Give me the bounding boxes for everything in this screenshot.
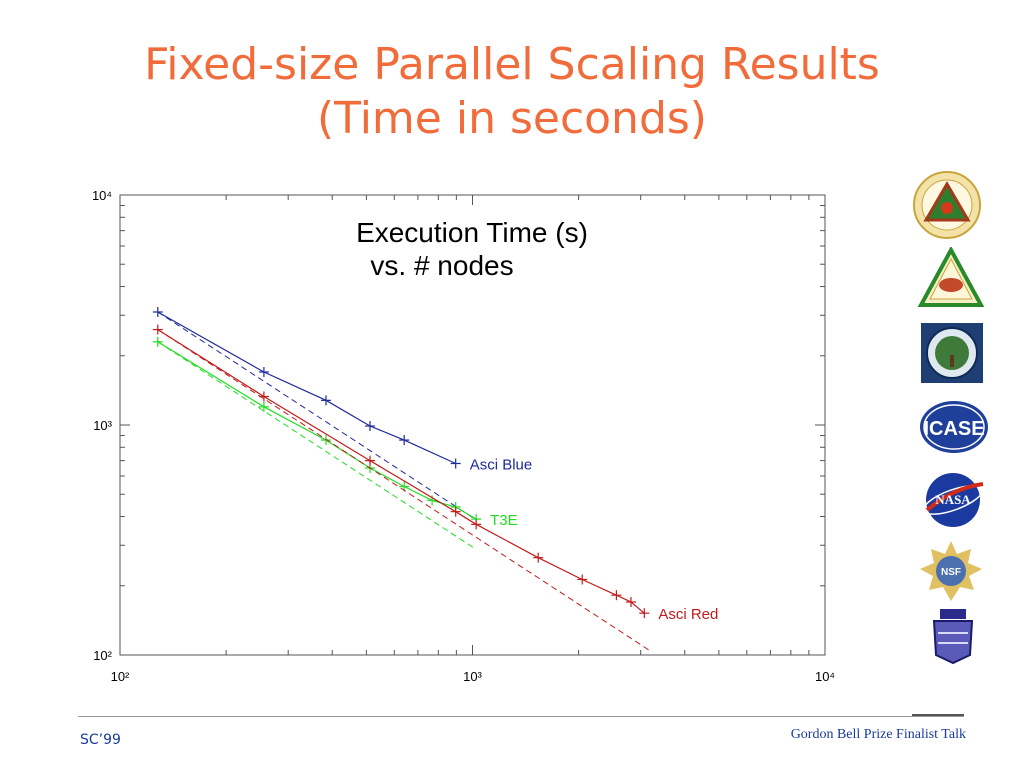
asci-red-point bbox=[258, 391, 269, 402]
asci-blue-ideal-line bbox=[157, 311, 477, 521]
asci-blue-point bbox=[399, 435, 410, 446]
series-layer: Asci Blue T3E Asci Red bbox=[152, 306, 718, 652]
asci-blue-point bbox=[152, 306, 163, 317]
chart-title: Execution Time (s) bbox=[356, 217, 588, 248]
nsf-logo-text: NSF bbox=[941, 567, 961, 578]
t3e-ideal-line bbox=[157, 341, 477, 550]
y-tick-label: 10⁴ bbox=[92, 188, 112, 203]
t3e-line bbox=[157, 341, 477, 520]
asci-blue-point bbox=[258, 366, 269, 377]
nasa-logo-text: NASA bbox=[935, 492, 971, 507]
slide-title-line2: (Time in seconds) bbox=[317, 93, 707, 144]
asci-red-point bbox=[152, 324, 163, 335]
t3e-label: T3E bbox=[490, 512, 518, 529]
asci-red-point bbox=[365, 455, 376, 466]
nsf-logo-icon: NSF bbox=[920, 541, 982, 601]
icase-logo-icon: ICASE bbox=[920, 401, 988, 453]
t3e-point bbox=[427, 495, 438, 506]
footer-rule-accent bbox=[912, 714, 964, 716]
slide-title-line1: Fixed-size Parallel Scaling Results bbox=[144, 39, 880, 90]
footer-talk-title: Gordon Bell Prize Finalist Talk bbox=[790, 727, 966, 742]
nasa-logo-icon: NASA bbox=[922, 473, 984, 527]
crest-logo-icon bbox=[932, 609, 974, 665]
asci-red-point bbox=[450, 506, 461, 517]
axes-layer: 10² 10³ 10⁴ 10² 10³ 10⁴ bbox=[92, 188, 835, 684]
y-tick-label: 10³ bbox=[93, 418, 112, 433]
x-tick-label: 10² bbox=[111, 669, 130, 684]
argonne-lab-seal-icon bbox=[913, 171, 981, 239]
asci-red-label: Asci Red bbox=[658, 606, 718, 623]
asci-blue-label: Asci Blue bbox=[470, 457, 533, 474]
asci-red-point bbox=[577, 574, 588, 585]
t3e-point bbox=[258, 401, 269, 412]
asci-red-point bbox=[611, 590, 622, 601]
asci-blue-line bbox=[157, 311, 456, 465]
y-tick-label: 10² bbox=[93, 648, 112, 663]
t3e-point bbox=[152, 336, 163, 347]
footer-rule bbox=[78, 716, 964, 717]
asci-triangle-icon bbox=[918, 247, 984, 307]
asci-blue-point bbox=[320, 395, 331, 406]
asci-red-point bbox=[625, 596, 636, 607]
asci-red-ideal-line bbox=[157, 329, 651, 652]
asci-red-point bbox=[471, 519, 482, 530]
asci-blue-point bbox=[450, 458, 461, 469]
asci-red-point bbox=[533, 552, 544, 563]
asci-red-line bbox=[157, 329, 645, 614]
chart-subtitle: vs. # nodes bbox=[370, 250, 513, 281]
asci-red-point bbox=[639, 608, 650, 619]
x-tick-label: 10⁴ bbox=[815, 669, 835, 684]
footer-conference: SC’99 bbox=[80, 732, 121, 748]
doe-seal-icon bbox=[921, 323, 983, 383]
slide-title: Fixed-size Parallel Scaling Results (Tim… bbox=[0, 38, 1024, 146]
icase-logo-text: ICASE bbox=[923, 418, 984, 440]
x-tick-label: 10³ bbox=[463, 669, 482, 684]
asci-blue-point bbox=[365, 421, 376, 432]
t3e-point bbox=[320, 435, 331, 446]
